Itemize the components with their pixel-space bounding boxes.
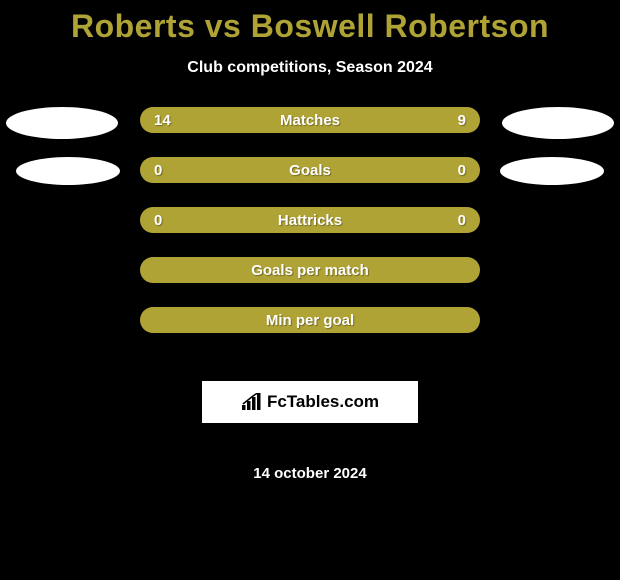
stat-label: Matches [280,112,340,129]
stat-bar-matches: 14 Matches 9 [140,107,480,133]
root: Roberts vs Boswell Robertson Club compet… [0,0,620,482]
page-title: Roberts vs Boswell Robertson [71,8,549,45]
stat-right-value: 9 [458,112,466,129]
subtitle: Club competitions, Season 2024 [187,59,432,77]
stat-left-value: 14 [154,112,171,129]
stat-row: Goals per match [0,257,620,283]
stat-label: Goals [289,162,331,179]
date-text: 14 october 2024 [253,465,366,482]
stat-bar-hattricks: 0 Hattricks 0 [140,207,480,233]
stat-bar-goals-per-match: Goals per match [140,257,480,283]
bar-chart-icon [241,393,263,411]
stats-area: 14 Matches 9 0 Goals 0 0 Hattricks 0 [0,107,620,482]
stat-label: Hattricks [278,212,342,229]
stat-row: Min per goal [0,307,620,333]
stat-label: Goals per match [251,262,369,279]
stat-row: 14 Matches 9 [0,107,620,133]
stat-row: 0 Hattricks 0 [0,207,620,233]
stat-bar-goals: 0 Goals 0 [140,157,480,183]
stat-right-value: 0 [458,212,466,229]
stat-row: 0 Goals 0 [0,157,620,183]
stat-left-value: 0 [154,162,162,179]
stat-left-value: 0 [154,212,162,229]
stat-label: Min per goal [266,312,354,329]
stat-bar-min-per-goal: Min per goal [140,307,480,333]
stat-right-value: 0 [458,162,466,179]
brand-box[interactable]: FcTables.com [202,381,418,423]
brand-text: FcTables.com [267,392,379,412]
